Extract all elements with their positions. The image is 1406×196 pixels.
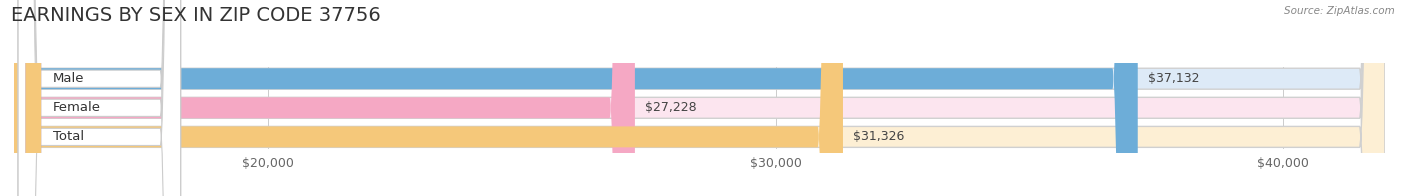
Text: $31,326: $31,326 <box>853 130 904 143</box>
Text: EARNINGS BY SEX IN ZIP CODE 37756: EARNINGS BY SEX IN ZIP CODE 37756 <box>11 6 381 25</box>
Circle shape <box>27 0 41 196</box>
Circle shape <box>27 0 41 196</box>
FancyBboxPatch shape <box>14 0 1385 196</box>
FancyBboxPatch shape <box>14 0 1385 196</box>
Text: Source: ZipAtlas.com: Source: ZipAtlas.com <box>1284 6 1395 16</box>
Text: Male: Male <box>52 72 84 85</box>
Circle shape <box>27 0 41 196</box>
Text: Female: Female <box>52 101 101 114</box>
Text: Total: Total <box>52 130 84 143</box>
FancyBboxPatch shape <box>18 0 180 196</box>
FancyBboxPatch shape <box>14 0 636 196</box>
Text: $37,132: $37,132 <box>1147 72 1199 85</box>
FancyBboxPatch shape <box>18 0 180 196</box>
FancyBboxPatch shape <box>14 0 844 196</box>
Text: $27,228: $27,228 <box>645 101 697 114</box>
FancyBboxPatch shape <box>14 0 1385 196</box>
FancyBboxPatch shape <box>18 0 180 196</box>
FancyBboxPatch shape <box>14 0 1137 196</box>
